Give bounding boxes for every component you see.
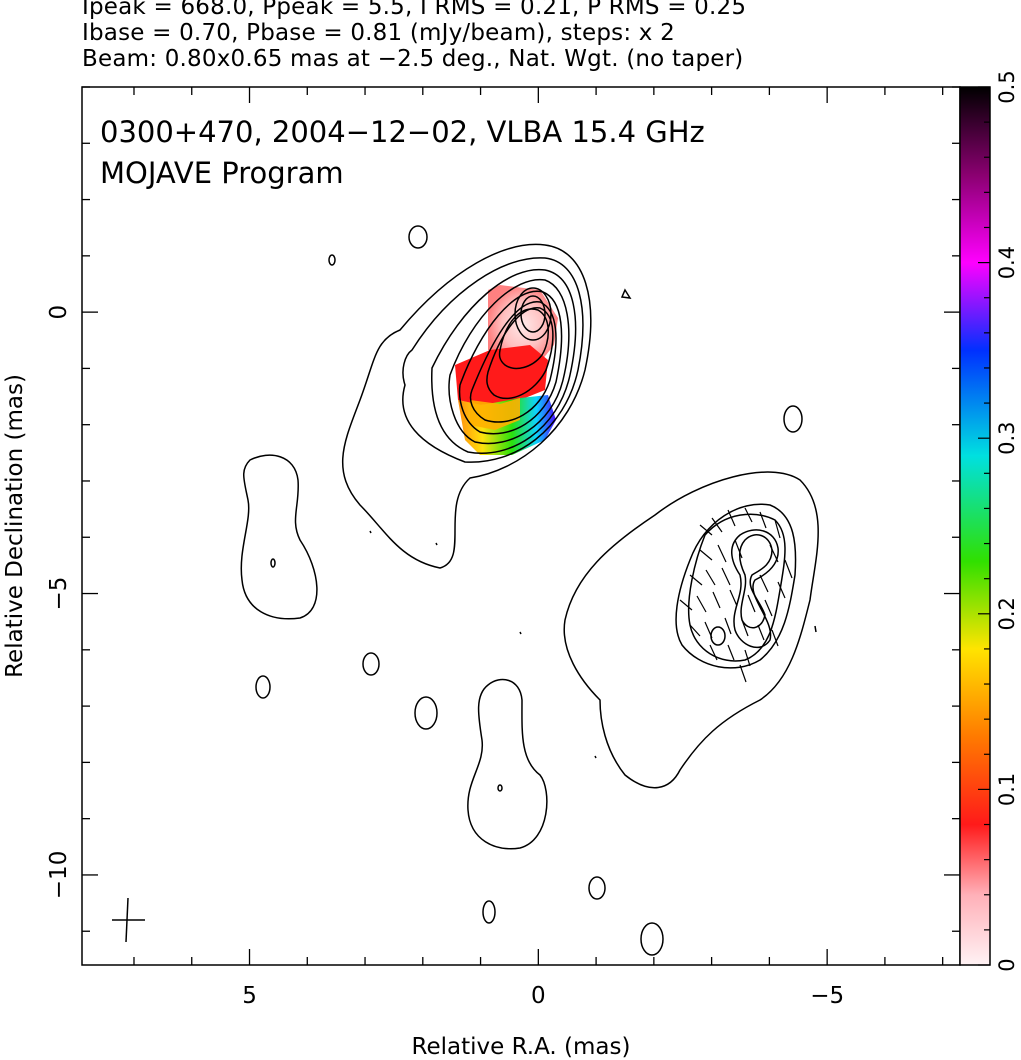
colorbar: [959, 86, 991, 966]
beam-marker: [112, 897, 145, 943]
chart-title-line-2: MOJAVE Program: [100, 156, 344, 190]
x-axis-ticks: 5 0 −5: [133, 87, 944, 1009]
y-tick-label: −10: [46, 851, 72, 900]
colorbar-tick-label: 0.1: [995, 773, 1019, 806]
colorbar-tick-label: 0.3: [995, 421, 1019, 454]
x-tick-label: 5: [242, 983, 257, 1009]
colorbar-tick-label: 0.4: [995, 246, 1019, 279]
plot-frame: [81, 86, 961, 966]
header-line-1: Ipeak = 668.0, Ppeak = 5.5, I RMS = 0.21…: [82, 0, 747, 20]
y-tick-label: −5: [46, 577, 72, 611]
x-tick-label: 0: [531, 983, 546, 1009]
y-tick-label: 0: [46, 305, 72, 320]
polarization-image: [455, 285, 558, 455]
x-tick-label: −5: [810, 983, 844, 1009]
colorbar-tick-label: 0.5: [995, 70, 1019, 103]
colorbar-ticks: 0 0.1 0.2 0.3 0.4 0.5: [978, 70, 1019, 972]
polarization-vectors: [679, 507, 793, 683]
contours: [240, 225, 819, 956]
y-axis-label: Relative Declination (mas): [2, 374, 28, 678]
colorbar-tick-label: 0.2: [995, 597, 1019, 630]
header-line-3: Beam: 0.80x0.65 mas at −2.5 deg., Nat. W…: [82, 46, 744, 72]
colorbar-tick-label: 0: [995, 958, 1019, 971]
chart-title-line-1: 0300+470, 2004−12−02, VLBA 15.4 GHz: [100, 115, 705, 149]
header-line-2: Ibase = 0.70, Pbase = 0.81 (mJy/beam), s…: [82, 20, 675, 46]
y-axis-ticks: 0 −5 −10: [46, 86, 960, 932]
x-axis-label: Relative R.A. (mas): [412, 1034, 631, 1060]
